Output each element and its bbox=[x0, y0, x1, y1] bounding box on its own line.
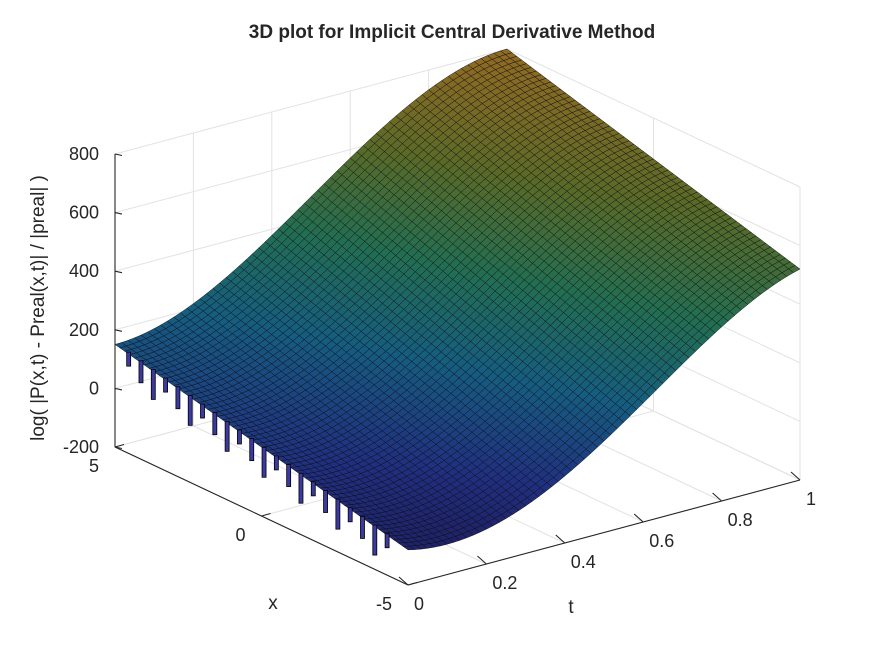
surface-layer bbox=[114, 48, 801, 556]
z-tick bbox=[114, 153, 123, 157]
x-axis-label: x bbox=[268, 593, 278, 614]
surface-spike bbox=[187, 394, 193, 426]
surface-spike bbox=[372, 524, 378, 556]
surface-spike bbox=[150, 369, 156, 400]
surface-spike bbox=[347, 507, 353, 523]
surface-spike bbox=[335, 498, 341, 530]
surface-spike bbox=[163, 377, 168, 393]
z-tick bbox=[114, 387, 123, 391]
surface-spike bbox=[175, 386, 181, 410]
z-tick bbox=[114, 212, 123, 215]
t-tick-label: 0.4 bbox=[571, 552, 596, 572]
surface-spike bbox=[360, 516, 365, 539]
surface-spike bbox=[273, 455, 279, 471]
chart-title: 3D plot for Implicit Central Derivative … bbox=[249, 22, 655, 43]
surface-spike bbox=[298, 472, 304, 504]
z-axis-label: log( |P(x,t) - Preal(x,t)| / |preal| ) bbox=[28, 175, 49, 441]
surface-spike bbox=[323, 490, 328, 513]
surface-spike bbox=[138, 360, 144, 384]
surface-spike bbox=[384, 533, 390, 549]
t-tick-label: 0.6 bbox=[649, 531, 674, 551]
surface-spike bbox=[200, 403, 205, 419]
t-tick-label: 0 bbox=[414, 594, 424, 614]
z-tick-label: 400 bbox=[69, 261, 99, 281]
surface-spike bbox=[224, 420, 230, 452]
surface-spike bbox=[310, 481, 316, 497]
t-tick-label: 0.2 bbox=[492, 573, 517, 593]
z-tick-label: 200 bbox=[69, 320, 99, 340]
x-tick-label: -5 bbox=[376, 594, 392, 614]
t-axis-label: t bbox=[568, 597, 574, 618]
z-tick-label: 800 bbox=[69, 144, 99, 164]
surface-spike bbox=[212, 412, 218, 436]
t-tick-label: 1 bbox=[806, 489, 816, 509]
surface-spike bbox=[286, 464, 292, 487]
surface-spike bbox=[249, 438, 255, 462]
x-tick bbox=[114, 443, 125, 448]
x-tick-label: 5 bbox=[89, 456, 99, 476]
surface-spike bbox=[126, 351, 132, 367]
z-tick-label: 0 bbox=[89, 378, 99, 398]
x-tick bbox=[407, 581, 418, 586]
surface-spike bbox=[237, 429, 242, 445]
surface-spike bbox=[261, 446, 267, 478]
z-tick-label: 600 bbox=[69, 203, 99, 223]
z-tick bbox=[114, 270, 123, 274]
x-tick bbox=[261, 512, 271, 517]
x-tick-label: 0 bbox=[235, 525, 245, 545]
t-tick-label: 0.8 bbox=[728, 510, 753, 530]
z-tick-label: -200 bbox=[63, 437, 99, 457]
z-tick bbox=[114, 329, 123, 332]
grid-line bbox=[114, 48, 508, 155]
